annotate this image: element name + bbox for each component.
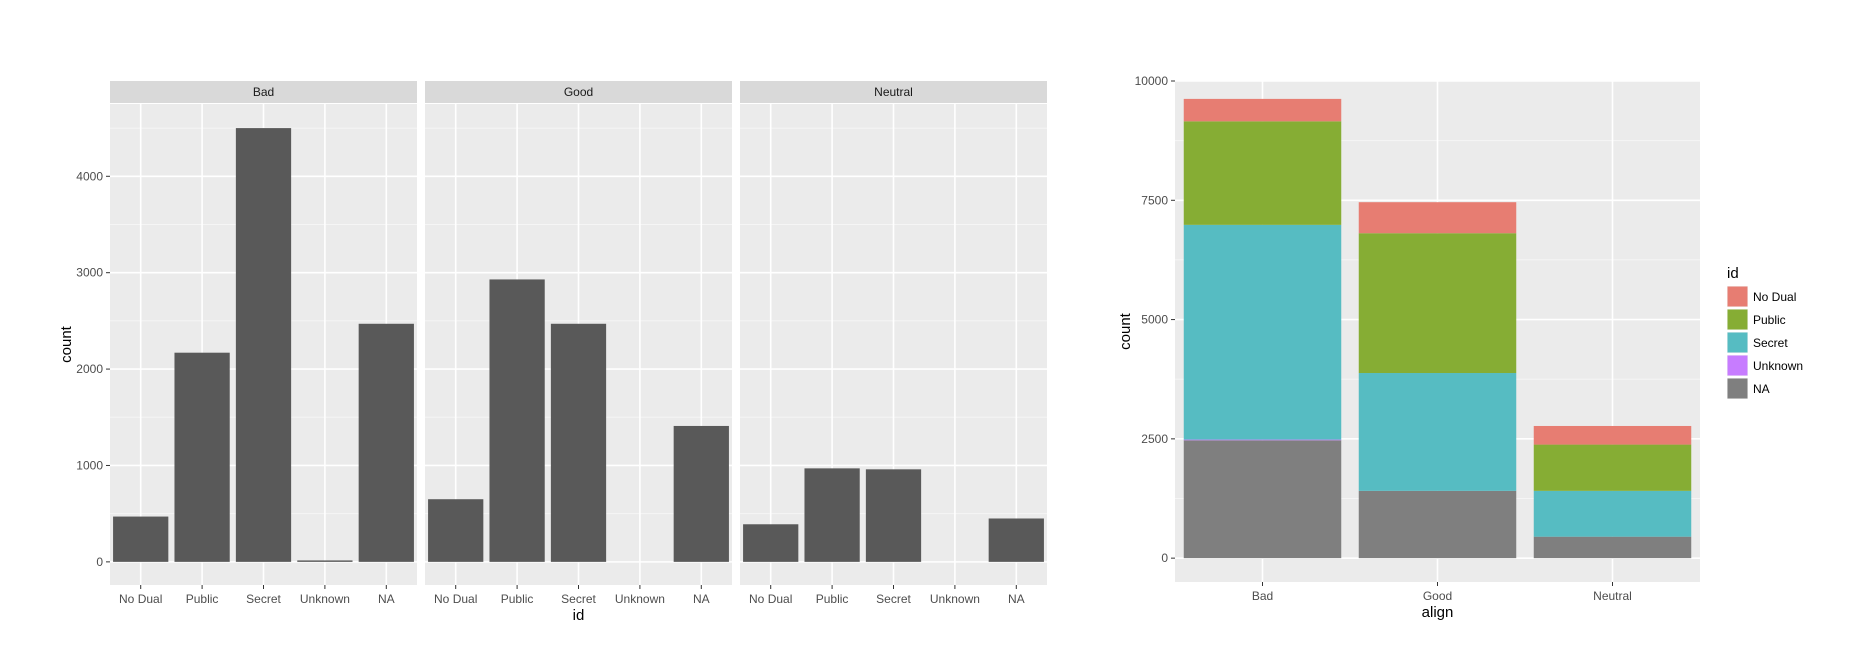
legend-label-na: NA (1753, 382, 1770, 396)
y-axis-title: count (1117, 312, 1134, 350)
legend-swatch-secret (1727, 332, 1748, 353)
bar-good-secret (550, 323, 607, 562)
y-tick-label: 5000 (1141, 313, 1168, 327)
y-tick-label: 2000 (76, 362, 103, 376)
bar-bad-no-dual (113, 516, 169, 562)
facet-strip (425, 81, 732, 103)
bar-segment-bad-no-dual (1183, 98, 1342, 122)
legend-swatch-unknown (1727, 355, 1748, 376)
bar-segment-good-public (1358, 233, 1517, 374)
facet-strip (110, 81, 417, 103)
y-tick-label: 4000 (76, 169, 103, 183)
x-tick-label: Unknown (930, 592, 980, 606)
bar-bad-unknown (297, 560, 353, 562)
x-tick-label: NA (378, 592, 395, 606)
facet-strip-label: Neutral (874, 85, 913, 99)
legend-label-no-dual: No Dual (1753, 290, 1796, 304)
legend-label-public: Public (1753, 313, 1786, 327)
facet-strip (740, 81, 1047, 103)
x-tick-label: NA (693, 592, 710, 606)
bar-segment-bad-public (1183, 121, 1342, 225)
y-tick-label: 2500 (1141, 432, 1168, 446)
bar-good-public (489, 279, 545, 562)
x-tick-label: Unknown (615, 592, 665, 606)
facet-panel-bad: Bad No Dual Public Secret Unknown NA (110, 81, 417, 606)
bar-segment-neutral-no-dual (1533, 425, 1692, 445)
bar-bad-secret (235, 128, 292, 562)
x-axis-title: align (1422, 604, 1454, 621)
stacked-bar-chart: 0 2500 5000 7500 10000 Bad Good Neutral align cou… (1117, 74, 1803, 621)
legend-label-unknown: Unknown (1753, 359, 1803, 373)
x-tick-label: Public (816, 592, 849, 606)
y-tick-label: 1000 (76, 458, 103, 472)
x-tick-label: Secret (246, 592, 281, 606)
x-tick-label: Bad (1252, 589, 1273, 603)
x-tick-label: NA (1008, 592, 1025, 606)
bar-segment-good-secret (1358, 373, 1517, 491)
bar-good-no-dual (428, 499, 484, 562)
x-tick-label: Secret (561, 592, 596, 606)
legend-label-secret: Secret (1753, 336, 1788, 350)
bar-segment-neutral-secret (1533, 490, 1692, 537)
legend-title: id (1727, 265, 1739, 282)
bar-segment-bad-na (1183, 440, 1342, 559)
x-tick-label: Public (186, 592, 219, 606)
legend-swatch-na (1727, 378, 1748, 399)
x-tick-label: Neutral (1593, 589, 1632, 603)
x-tick-label: Good (1423, 589, 1452, 603)
y-tick-label: 10000 (1135, 74, 1169, 88)
x-tick-label: Unknown (300, 592, 350, 606)
facet-panel-good: Good No Dual Public Secret Unknown NA (425, 81, 732, 606)
y-tick-label: 0 (1161, 551, 1168, 565)
bar-bad-na (358, 323, 414, 562)
bar-neutral-na (988, 518, 1044, 562)
bar-neutral-public (804, 468, 860, 562)
legend-swatch-public (1727, 309, 1748, 330)
bar-neutral-no-dual (743, 524, 799, 562)
y-tick-label: 0 (96, 555, 103, 569)
facet-strip-label: Good (564, 85, 593, 99)
bar-segment-good-na (1358, 490, 1517, 559)
legend: id No Dual Public Secret Unknown NA (1727, 265, 1803, 399)
bar-bad-public (174, 352, 230, 562)
facet-strip-label: Bad (253, 85, 274, 99)
x-tick-label: No Dual (119, 592, 162, 606)
facet-panel-neutral: Neutral No Dual Public Secret Unknown NA (740, 81, 1047, 606)
x-tick-label: No Dual (434, 592, 477, 606)
x-tick-label: No Dual (749, 592, 792, 606)
x-tick-label: Public (501, 592, 534, 606)
x-tick-label: Secret (876, 592, 911, 606)
x-axis-title: id (573, 607, 585, 624)
bar-neutral-secret (865, 469, 922, 562)
bar-segment-bad-secret (1183, 224, 1342, 440)
y-tick-label: 3000 (76, 266, 103, 280)
bar-segment-bad-unknown (1183, 439, 1342, 441)
bar-segment-neutral-public (1533, 444, 1692, 491)
bar-segment-neutral-na (1533, 536, 1692, 559)
faceted-bar-chart: Bad No Dual Public Secret Unknown NA Good No Du… (58, 81, 1047, 624)
y-tick-label: 7500 (1141, 193, 1168, 207)
legend-swatch-no-dual (1727, 286, 1748, 307)
bar-segment-good-no-dual (1358, 202, 1517, 234)
bar-good-na (673, 425, 729, 562)
y-axis-title: count (58, 325, 75, 363)
